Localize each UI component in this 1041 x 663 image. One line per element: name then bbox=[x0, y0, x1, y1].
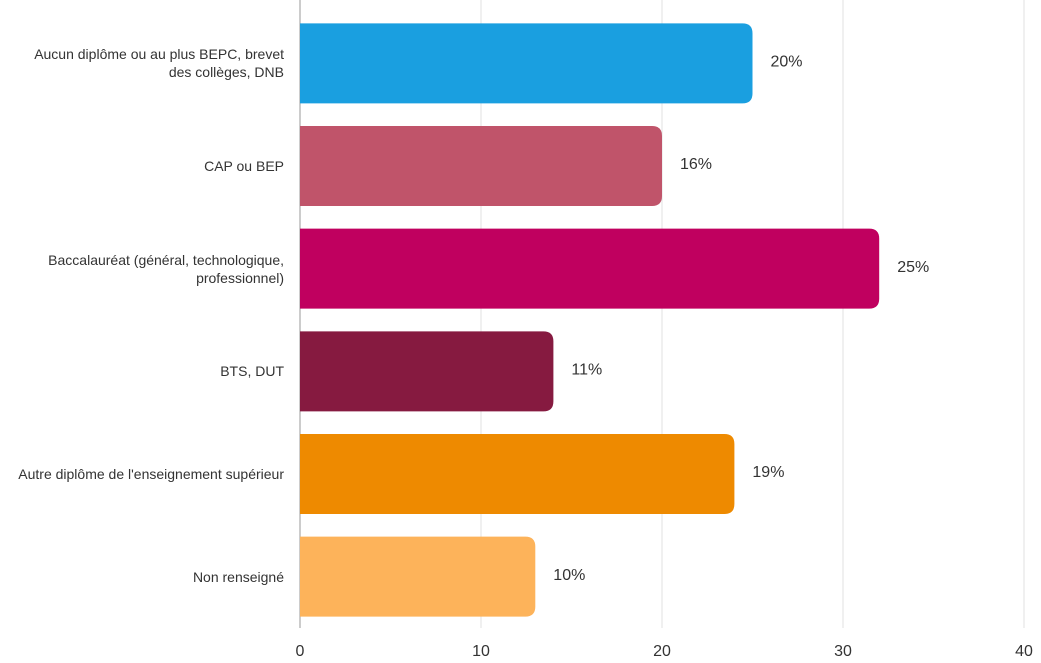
y-tick-label: BTS, DUT bbox=[220, 363, 284, 380]
x-tick-label: 20 bbox=[653, 643, 671, 660]
data-label: 10% bbox=[553, 567, 585, 584]
x-tick-label: 0 bbox=[296, 643, 305, 660]
y-tick-label: Aucun diplôme ou au plus BEPC, brevet de… bbox=[34, 46, 284, 81]
bar bbox=[300, 23, 753, 104]
data-label: 16% bbox=[680, 156, 712, 173]
y-tick-label: Autre diplôme de l'enseignement supérieu… bbox=[18, 466, 284, 482]
x-tick-label: 40 bbox=[1015, 643, 1033, 660]
bar bbox=[300, 434, 735, 514]
bar bbox=[300, 126, 662, 206]
data-label: 11% bbox=[571, 362, 602, 379]
data-label: 25% bbox=[897, 259, 929, 276]
y-tick-label: Non renseigné bbox=[192, 568, 284, 585]
bar bbox=[300, 331, 554, 412]
y-tick-label: CAP ou BEP bbox=[204, 158, 284, 174]
data-label: 19% bbox=[752, 464, 784, 481]
data-label: 20% bbox=[771, 54, 803, 71]
x-tick-label: 10 bbox=[472, 643, 490, 660]
x-tick-label: 30 bbox=[834, 643, 852, 660]
bar bbox=[300, 228, 880, 309]
y-tick-label: Baccalauréat (général, technologique, pr… bbox=[48, 251, 284, 286]
bar bbox=[300, 536, 536, 617]
